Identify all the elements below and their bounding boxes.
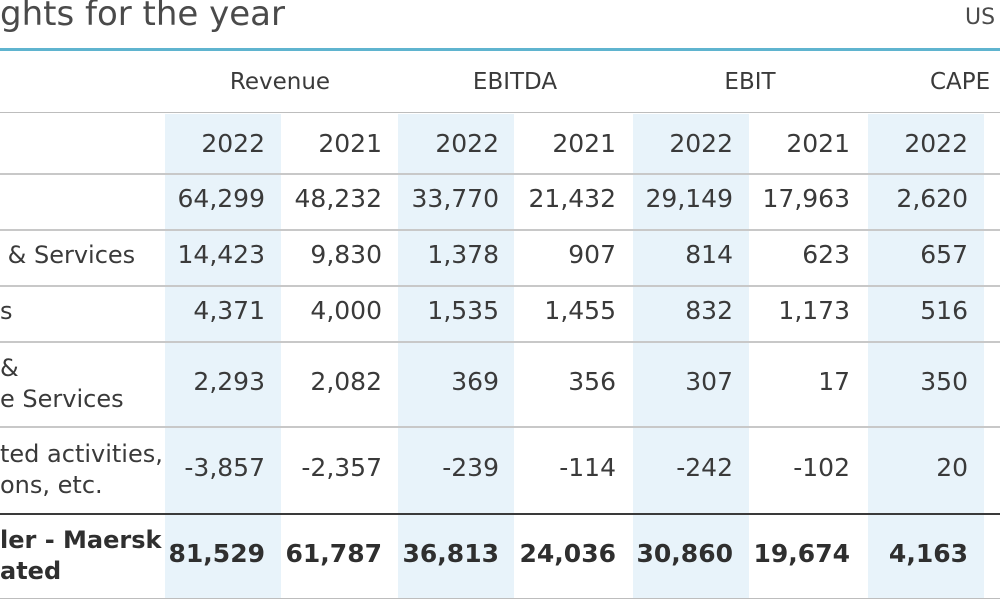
row-label: & Services [0, 241, 136, 269]
table-cell: -102 [793, 453, 850, 482]
table-cell: 907 [568, 240, 616, 269]
table-cell: 1,378 [427, 240, 499, 269]
row-rule [0, 285, 1000, 287]
highlight-column-ebit-2022 [633, 114, 749, 599]
year-header: 2022 [435, 129, 499, 158]
table-cell: 4,371 [193, 296, 265, 325]
table-cell: 9,830 [310, 240, 382, 269]
table-cell: -114 [559, 453, 616, 482]
table-cell: 20 [936, 453, 968, 482]
table-cell: 350 [920, 367, 968, 396]
total-rule [0, 513, 1000, 515]
table-cell: -242 [676, 453, 733, 482]
year-header: 2021 [786, 129, 850, 158]
table-cell: 2,620 [896, 184, 968, 213]
highlight-column-ebitda-2022 [398, 114, 514, 599]
table-cell-total: 61,787 [285, 539, 382, 568]
title-rule [0, 48, 1000, 51]
table-cell: 21,432 [528, 184, 616, 213]
table-cell: -3,857 [184, 453, 265, 482]
group-header-ebit: EBIT [724, 69, 776, 95]
row-rule [0, 426, 1000, 428]
row-rule [0, 229, 1000, 231]
row-label-total: ler - Maersk ated [0, 526, 162, 585]
table-cell-total: 19,674 [753, 539, 850, 568]
group-header-capex: CAPE [930, 69, 991, 95]
bottom-rule [0, 598, 1000, 599]
table-cell: 369 [451, 367, 499, 396]
table-cell: 657 [920, 240, 968, 269]
table-cell: -2,357 [301, 453, 382, 482]
row-label: s [0, 297, 13, 325]
table-cell: 33,770 [411, 184, 499, 213]
year-header: 2022 [201, 129, 265, 158]
page-title: ghts for the year [0, 0, 285, 34]
table-cell: 29,149 [645, 184, 733, 213]
table-cell-total: 81,529 [168, 539, 265, 568]
table-cell: 17 [818, 367, 850, 396]
year-header: 2021 [552, 129, 616, 158]
table-cell-total: 36,813 [402, 539, 499, 568]
group-header-ebitda: EBITDA [472, 69, 558, 95]
table-cell: 14,423 [177, 240, 265, 269]
table-cell: 17,963 [762, 184, 850, 213]
table-cell: 832 [685, 296, 733, 325]
table-cell: 516 [920, 296, 968, 325]
table-cell: 4,000 [310, 296, 382, 325]
table-cell: 2,293 [193, 367, 265, 396]
table-cell: 48,232 [294, 184, 382, 213]
row-label: ted activities, ons, etc. [0, 440, 163, 499]
year-header: 2022 [669, 129, 733, 158]
row-rule [0, 341, 1000, 343]
table-cell: 307 [685, 367, 733, 396]
table-cell: 64,299 [177, 184, 265, 213]
group-header-revenue: Revenue [229, 69, 331, 95]
table-cell-total: 24,036 [519, 539, 616, 568]
year-rule [0, 173, 1000, 175]
table-cell: 623 [802, 240, 850, 269]
unit-label: US [965, 5, 996, 30]
table-cell: 1,173 [778, 296, 850, 325]
highlight-column-revenue-2022 [165, 114, 281, 599]
table-cell: 356 [568, 367, 616, 396]
year-header: 2022 [904, 129, 968, 158]
row-label: & e Services [0, 354, 124, 413]
table-cell-total: 4,163 [888, 539, 968, 568]
highlight-column-capex-2022 [868, 114, 984, 599]
year-header: 2021 [318, 129, 382, 158]
table-cell-total: 30,860 [636, 539, 733, 568]
table-cell: 1,455 [544, 296, 616, 325]
table-cell: 814 [685, 240, 733, 269]
table-cell: 1,535 [427, 296, 499, 325]
table-cell: 2,082 [310, 367, 382, 396]
header-rule [0, 112, 1000, 113]
table-cell: -239 [442, 453, 499, 482]
